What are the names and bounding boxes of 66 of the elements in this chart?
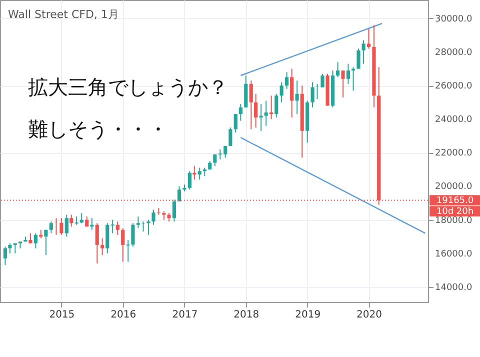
text: 10d 20h (436, 207, 474, 218)
y-tick-label: 28000.0 (435, 48, 472, 58)
x-tick-label: 2017 (172, 310, 198, 320)
candlestick (152, 209, 156, 226)
y-tick-label: 14000.0 (435, 282, 472, 293)
candlestick (8, 242, 12, 254)
candlestick (284, 72, 289, 90)
x-tick-label: 2018 (234, 310, 260, 320)
candlestick (100, 238, 104, 256)
candlestick (366, 28, 371, 50)
y-tick-label: 16000.0 (435, 249, 472, 260)
y-tick-label: 20000.0 (435, 182, 472, 192)
candlestick (28, 232, 32, 244)
x-tick-label: 2020 (356, 310, 382, 320)
text: Wall Street CFD, 1月 (8, 8, 119, 21)
y-tick-label: 18000.0 (435, 216, 472, 226)
x-tick-label: 2016 (110, 310, 136, 320)
candlestick (264, 100, 268, 126)
candlestick (244, 75, 248, 108)
candlestick (310, 82, 314, 108)
candlestick (346, 63, 350, 84)
ref-line-label: 19165.0 (436, 196, 474, 206)
candlestick (172, 199, 176, 222)
candlestick (177, 186, 182, 202)
candlestick (60, 218, 64, 236)
y-tick-label: 24000.0 (435, 115, 472, 126)
candlestick (44, 229, 48, 256)
annotation: 拡大三角でしょうか？ (28, 75, 228, 99)
candlestick (131, 222, 135, 248)
candlestick (121, 228, 125, 262)
candlestick (80, 212, 84, 224)
annotation: 難しそう・・・ (28, 117, 168, 141)
candlestick (249, 80, 253, 130)
candlestick (198, 167, 202, 180)
candlestick (254, 93, 258, 128)
candlestick (49, 220, 53, 234)
candlestick (136, 216, 140, 229)
candlestick (274, 93, 278, 118)
candlestick (290, 68, 294, 118)
x-tick-label: 2015 (49, 310, 75, 320)
candlestick (259, 104, 263, 132)
candlestick (156, 208, 161, 216)
candlestick (70, 214, 74, 227)
candlestick (238, 104, 242, 122)
candlestick (356, 48, 360, 70)
candlestick (362, 40, 366, 64)
candlestick (188, 170, 192, 190)
candlestick (280, 82, 284, 103)
candlestick (228, 127, 232, 146)
candlestick (341, 70, 345, 98)
candlestick (95, 222, 99, 264)
candlestick (116, 220, 120, 236)
candlestick (3, 246, 8, 266)
candlestick (106, 222, 110, 254)
y-tick-label: 30000.0 (435, 14, 472, 24)
candlestick (234, 114, 238, 134)
candlestick (34, 232, 38, 249)
candlestick (336, 62, 340, 78)
y-tick-label: 26000.0 (435, 82, 472, 92)
candlestick (54, 218, 58, 236)
y-tick-label: 22000.0 (435, 148, 472, 159)
candlestick (64, 214, 68, 238)
candlestick (126, 239, 130, 262)
candlestick (295, 80, 299, 115)
x-tick-label: 2019 (295, 310, 321, 320)
candlestick (110, 219, 114, 234)
